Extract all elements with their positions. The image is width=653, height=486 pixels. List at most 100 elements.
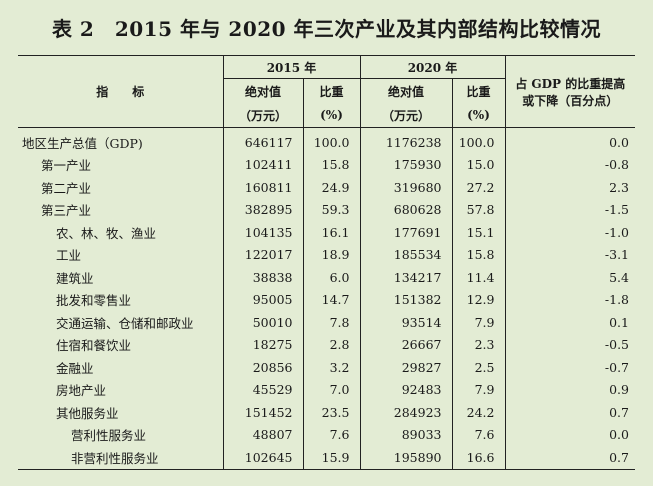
cell-s2015: 3.2 (302, 356, 360, 379)
cell-name: 金融业 (56, 360, 94, 376)
cell-name: 营利性服务业 (71, 428, 147, 444)
table-header: 指 标 2015 年 2020 年 占 GDP 的比重提高 或下降（百分点） 绝… (18, 55, 635, 128)
cell-name: 住宿和餐饮业 (56, 338, 132, 354)
cell-v2020: 185534 (359, 243, 452, 266)
cell-v2020: 284923 (359, 401, 452, 424)
table-row: 建筑业 38838 6.0 134217 11.4 5.4 (18, 266, 635, 289)
header-indicator: 指 标 (18, 55, 223, 128)
table-row: 第三产业 382895 59.3 680628 57.8 -1.5 (18, 198, 635, 221)
cell-change: 0.7 (504, 446, 635, 469)
cell-name: 第二产业 (41, 180, 92, 196)
cell-v2015: 122017 (222, 243, 303, 266)
header-unit-2015: （万元） (222, 103, 303, 128)
cell-s2015: 15.9 (302, 446, 360, 469)
cell-s2015: 15.8 (302, 153, 360, 176)
cell-s2015: 23.5 (302, 401, 360, 424)
table-row: 第二产业 160811 24.9 319680 27.2 2.3 (18, 176, 635, 199)
cell-s2015: 2.8 (302, 333, 360, 356)
cell-v2020: 151382 (359, 288, 452, 311)
cell-s2015: 16.1 (302, 221, 360, 244)
cell-s2020: 100.0 (451, 127, 505, 154)
cell-name: 非营利性服务业 (71, 450, 159, 466)
cell-name: 其他服务业 (56, 405, 119, 421)
table-row: 住宿和餐饮业 18275 2.8 26667 2.3 -0.5 (18, 333, 635, 356)
table-row: 房地产业 45529 7.0 92483 7.9 0.9 (18, 378, 635, 401)
cell-change: -1.5 (504, 198, 635, 221)
table-row: 农、林、牧、渔业 104135 16.1 177691 15.1 -1.0 (18, 221, 635, 244)
table-row: 其他服务业 151452 23.5 284923 24.2 0.7 (18, 401, 635, 424)
cell-s2015: 59.3 (302, 198, 360, 221)
cell-change: -0.8 (504, 153, 635, 176)
table-row: 营利性服务业 48807 7.6 89033 7.6 0.0 (18, 423, 635, 446)
cell-change: 0.0 (504, 127, 635, 154)
cell-name: 地区生产总值（GDP) (22, 135, 143, 151)
cell-change: -0.5 (504, 333, 635, 356)
cell-v2020: 29827 (359, 356, 452, 379)
cell-s2020: 27.2 (451, 176, 505, 199)
table-row: 非营利性服务业 102645 15.9 195890 16.6 0.7 (18, 446, 635, 469)
cell-change: 0.1 (504, 311, 635, 334)
cell-v2020: 319680 (359, 176, 452, 199)
header-change-line1: 占 GDP 的比重提高 (515, 76, 626, 91)
cell-v2015: 20856 (222, 356, 303, 379)
cell-change: -0.7 (504, 356, 635, 379)
cell-v2015: 45529 (222, 378, 303, 401)
cell-v2020: 680628 (359, 198, 452, 221)
cell-v2020: 92483 (359, 378, 452, 401)
cell-s2020: 16.6 (451, 446, 505, 469)
cell-change: 0.0 (504, 423, 635, 446)
cell-s2020: 15.1 (451, 221, 505, 244)
cell-name: 第三产业 (41, 203, 92, 219)
cell-v2015: 151452 (222, 401, 303, 424)
cell-v2020: 175930 (359, 153, 452, 176)
cell-change: 2.3 (504, 176, 635, 199)
cell-v2015: 102645 (222, 446, 303, 469)
header-pct-2015: (%) (302, 103, 360, 128)
cell-s2020: 2.3 (451, 333, 505, 356)
cell-name: 工业 (56, 248, 82, 264)
cell-name: 建筑业 (56, 270, 94, 286)
cell-v2020: 89033 (359, 423, 452, 446)
cell-v2020: 134217 (359, 266, 452, 289)
cell-s2015: 7.0 (302, 378, 360, 401)
cell-change: -3.1 (504, 243, 635, 266)
header-2015: 2015 年 (222, 55, 360, 79)
cell-v2015: 18275 (222, 333, 303, 356)
cell-v2015: 48807 (222, 423, 303, 446)
table-row: 金融业 20856 3.2 29827 2.5 -0.7 (18, 356, 635, 379)
cell-s2020: 15.0 (451, 153, 505, 176)
data-table: 指 标 2015 年 2020 年 占 GDP 的比重提高 或下降（百分点） 绝… (18, 55, 635, 470)
cell-name: 批发和零售业 (56, 293, 132, 309)
cell-name: 第一产业 (41, 158, 92, 174)
cell-s2015: 6.0 (302, 266, 360, 289)
header-pct-2020: (%) (451, 103, 505, 128)
cell-change: 0.9 (504, 378, 635, 401)
cell-change: 5.4 (504, 266, 635, 289)
cell-s2020: 12.9 (451, 288, 505, 311)
table-body: 地区生产总值（GDP) 646117 100.0 1176238 100.0 0.0 第一产… (18, 127, 635, 469)
cell-s2020: 24.2 (451, 401, 505, 424)
cell-change: -1.8 (504, 288, 635, 311)
cell-name: 交通运输、仓储和邮政业 (56, 315, 194, 331)
cell-s2015: 24.9 (302, 176, 360, 199)
cell-v2015: 646117 (222, 127, 303, 154)
cell-s2015: 7.8 (302, 311, 360, 334)
header-change: 占 GDP 的比重提高 或下降（百分点） (504, 55, 635, 128)
cell-s2015: 18.9 (302, 243, 360, 266)
cell-v2020: 26667 (359, 333, 452, 356)
cell-v2015: 160811 (222, 176, 303, 199)
cell-s2020: 57.8 (451, 198, 505, 221)
header-unit-2020: （万元） (359, 103, 452, 128)
cell-v2015: 95005 (222, 288, 303, 311)
header-share-2020: 比重 (451, 78, 505, 103)
table-row: 批发和零售业 95005 14.7 151382 12.9 -1.8 (18, 288, 635, 311)
cell-v2015: 50010 (222, 311, 303, 334)
cell-v2020: 195890 (359, 446, 452, 469)
table-title: 表 2 2015 年与 2020 年三次产业及其内部结构比较情况 (51, 17, 602, 41)
cell-v2015: 102411 (222, 153, 303, 176)
cell-s2015: 14.7 (302, 288, 360, 311)
cell-s2020: 7.9 (451, 311, 505, 334)
table-row: 地区生产总值（GDP) 646117 100.0 1176238 100.0 0.0 (18, 127, 635, 154)
cell-v2020: 93514 (359, 311, 452, 334)
cell-name: 农、林、牧、渔业 (56, 225, 157, 241)
